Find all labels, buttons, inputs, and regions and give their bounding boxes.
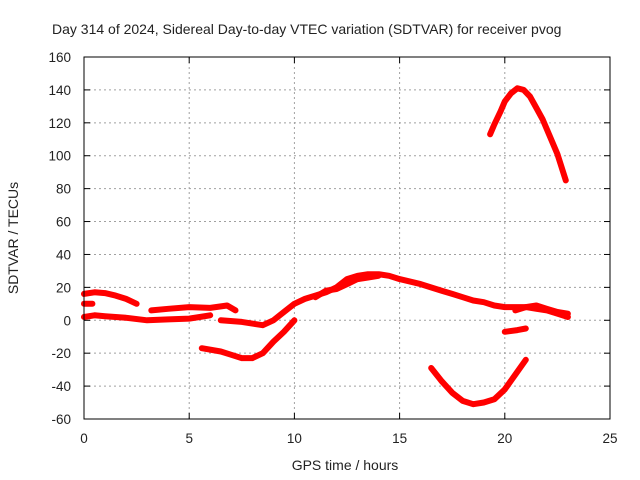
series-track-g — [512, 302, 571, 317]
axis-ticks — [83, 56, 611, 420]
y-tick-label: 0 — [63, 313, 71, 328]
series-track-a — [81, 289, 140, 307]
series-track-d — [148, 302, 239, 314]
series-track-c — [81, 312, 214, 324]
series-track-j — [428, 356, 529, 408]
x-tick-label: 10 — [287, 431, 302, 446]
y-tick-label: 100 — [48, 149, 71, 164]
chart-title: Day 314 of 2024, Sidereal Day-to-day VTE… — [52, 21, 561, 37]
grid — [84, 57, 610, 419]
y-tick-label: 120 — [48, 116, 71, 131]
series-track-k — [487, 85, 569, 184]
x-tick-label: 20 — [497, 431, 512, 446]
y-tick-label: -20 — [51, 346, 71, 361]
x-axis-label: GPS time / hours — [292, 457, 399, 473]
x-tick-label: 15 — [392, 431, 407, 446]
x-tick-label: 5 — [185, 431, 193, 446]
y-tick-label: -60 — [51, 412, 71, 427]
y-tick-label: 40 — [56, 247, 71, 262]
y-tick-label: 60 — [56, 215, 71, 230]
y-tick-label: 140 — [48, 83, 71, 98]
tick-labels: 0 5 10 15 20 25 -60 -40 -20 0 20 40 60 80 100 120 140 160 — [48, 50, 617, 446]
series-track-i — [501, 325, 529, 335]
series-track-e — [217, 271, 571, 329]
x-tick-label: 0 — [80, 431, 88, 446]
x-tick-label: 25 — [602, 431, 617, 446]
y-tick-label: 20 — [56, 280, 71, 295]
y-tick-label: 80 — [56, 182, 71, 197]
y-tick-label: 160 — [48, 50, 71, 65]
y-tick-label: -40 — [51, 379, 71, 394]
plot-frame — [83, 56, 611, 420]
data-series — [81, 85, 571, 408]
y-axis-label: SDTVAR / TECUs — [5, 182, 21, 294]
series-track-f — [312, 272, 382, 301]
series-track-h — [198, 317, 298, 362]
